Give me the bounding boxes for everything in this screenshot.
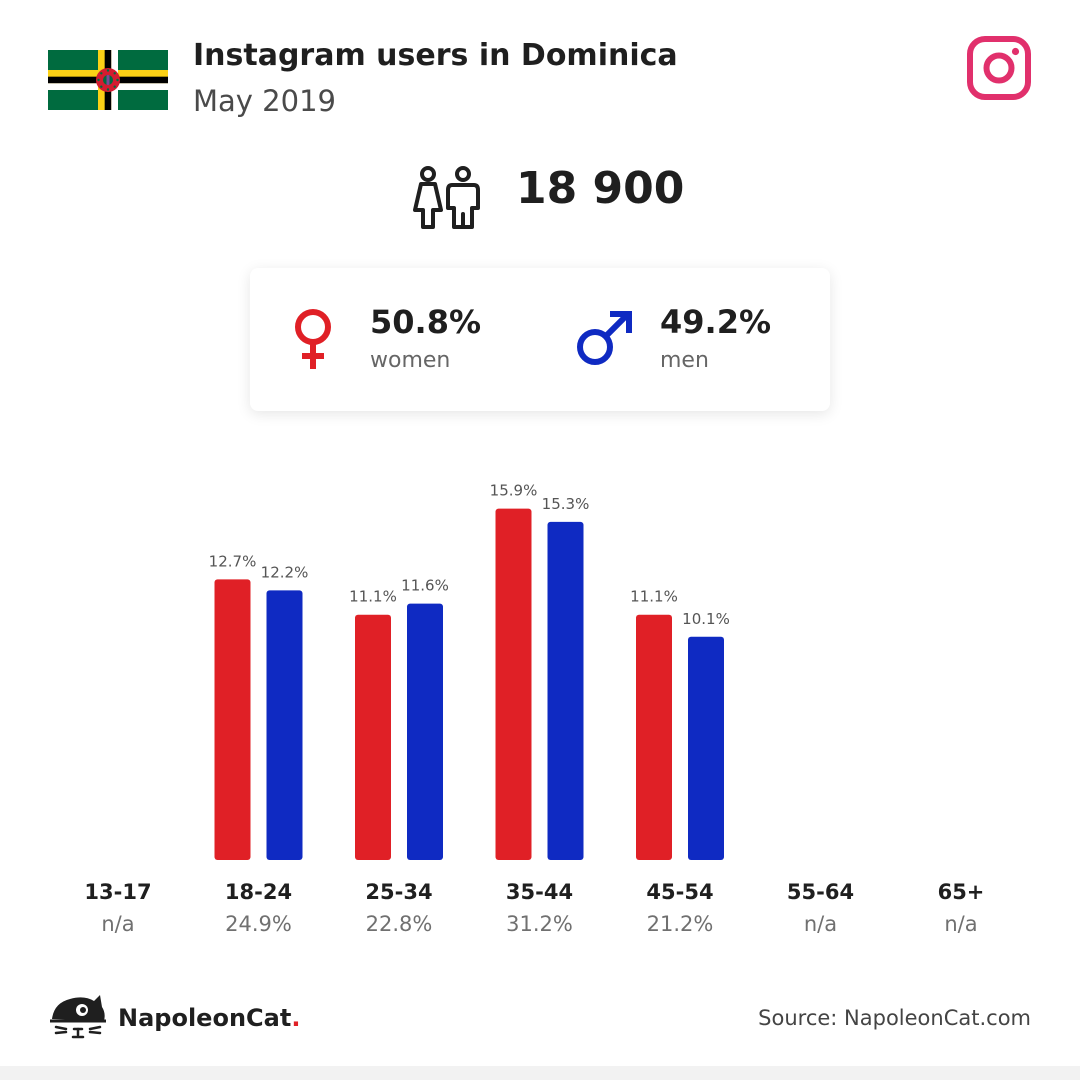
bar-value-men-25-34: 11.6%: [401, 577, 449, 595]
bar-men-25-34: [407, 603, 443, 860]
age-group-label: 35-44: [506, 880, 573, 904]
age-group-total: n/a: [944, 912, 977, 936]
page-subtitle: May 2019: [193, 84, 336, 118]
bar-value-women-35-44: 15.9%: [490, 482, 538, 500]
age-group-label: 13-17: [84, 880, 151, 904]
age-group-total: 24.9%: [225, 912, 292, 936]
bar-women-18-24: [214, 579, 251, 860]
bar-women-35-44: [495, 508, 532, 860]
age-group-total: n/a: [101, 912, 134, 936]
bar-men-18-24: [266, 590, 303, 860]
age-group-total: 22.8%: [366, 912, 433, 936]
age-group-label: 55-64: [787, 880, 854, 904]
men-percentage: 49.2%: [660, 303, 772, 341]
women-label: women: [370, 348, 451, 373]
women-percentage: 50.8%: [370, 303, 482, 341]
bar-value-women-45-54: 11.1%: [630, 588, 678, 606]
dominica-flag-icon: [48, 50, 168, 110]
napoleoncat-logo-icon: [50, 995, 106, 1039]
bar-women-45-54: [636, 614, 672, 860]
age-group-total: 31.2%: [506, 912, 573, 936]
age-gender-bar-chart: 13-17n/a12.7%12.2%18-2424.9%11.1%11.6%25…: [84, 482, 985, 936]
bar-value-men-45-54: 10.1%: [682, 610, 730, 628]
male-symbol-icon: [577, 311, 632, 365]
gender-card: [250, 268, 830, 411]
age-group-label: 18-24: [225, 880, 292, 904]
age-group-total: n/a: [804, 912, 837, 936]
footer-strip: [0, 1066, 1080, 1080]
source-text: Source: NapoleonCat.com: [758, 1006, 1031, 1030]
page-title: Instagram users in Dominica: [193, 38, 678, 73]
men-label: men: [660, 348, 709, 373]
bar-men-35-44: [547, 521, 584, 860]
bar-value-women-25-34: 11.1%: [349, 588, 397, 606]
age-group-label: 45-54: [646, 880, 713, 904]
total-users-count: 18 900: [516, 163, 685, 214]
instagram-icon: [967, 36, 1031, 100]
age-group-label: 25-34: [365, 880, 432, 904]
brand-name: NapoleonCat.: [118, 1004, 301, 1032]
bar-value-men-18-24: 12.2%: [261, 563, 309, 581]
users-icon: [413, 166, 480, 229]
female-symbol-icon: [295, 309, 331, 369]
bar-men-45-54: [688, 636, 724, 860]
bar-value-women-18-24: 12.7%: [209, 552, 257, 570]
bar-value-men-35-44: 15.3%: [542, 495, 590, 513]
bar-women-25-34: [355, 614, 391, 860]
age-group-total: 21.2%: [647, 912, 714, 936]
age-group-label: 65+: [938, 880, 985, 904]
